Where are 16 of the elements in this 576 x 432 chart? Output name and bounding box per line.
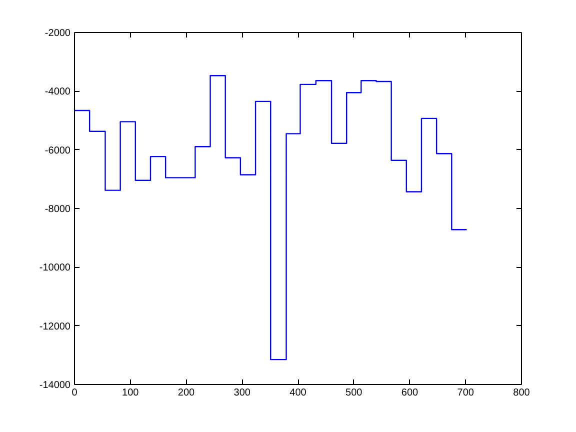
y-tick-label: -12000 (39, 321, 71, 332)
x-tick-label: 700 (457, 388, 474, 398)
x-tick-label: 500 (346, 388, 363, 398)
x-tick-label: 0 (72, 388, 78, 398)
x-tick-label: 600 (401, 388, 419, 398)
y-tick-label: -8000 (44, 204, 71, 215)
x-tick-label: 100 (122, 388, 140, 398)
x-tick-label: 300 (234, 388, 251, 398)
y-tick-label: -10000 (39, 262, 71, 274)
x-tick-label: 800 (513, 388, 530, 398)
x-tick-label: 400 (290, 388, 307, 398)
y-tick-label: -2000 (44, 28, 71, 39)
x-tick-label: 200 (178, 388, 196, 398)
y-tick-label: -6000 (44, 145, 71, 156)
y-tick-label: -14000 (39, 380, 71, 391)
y-tick-label: -4000 (44, 86, 71, 98)
